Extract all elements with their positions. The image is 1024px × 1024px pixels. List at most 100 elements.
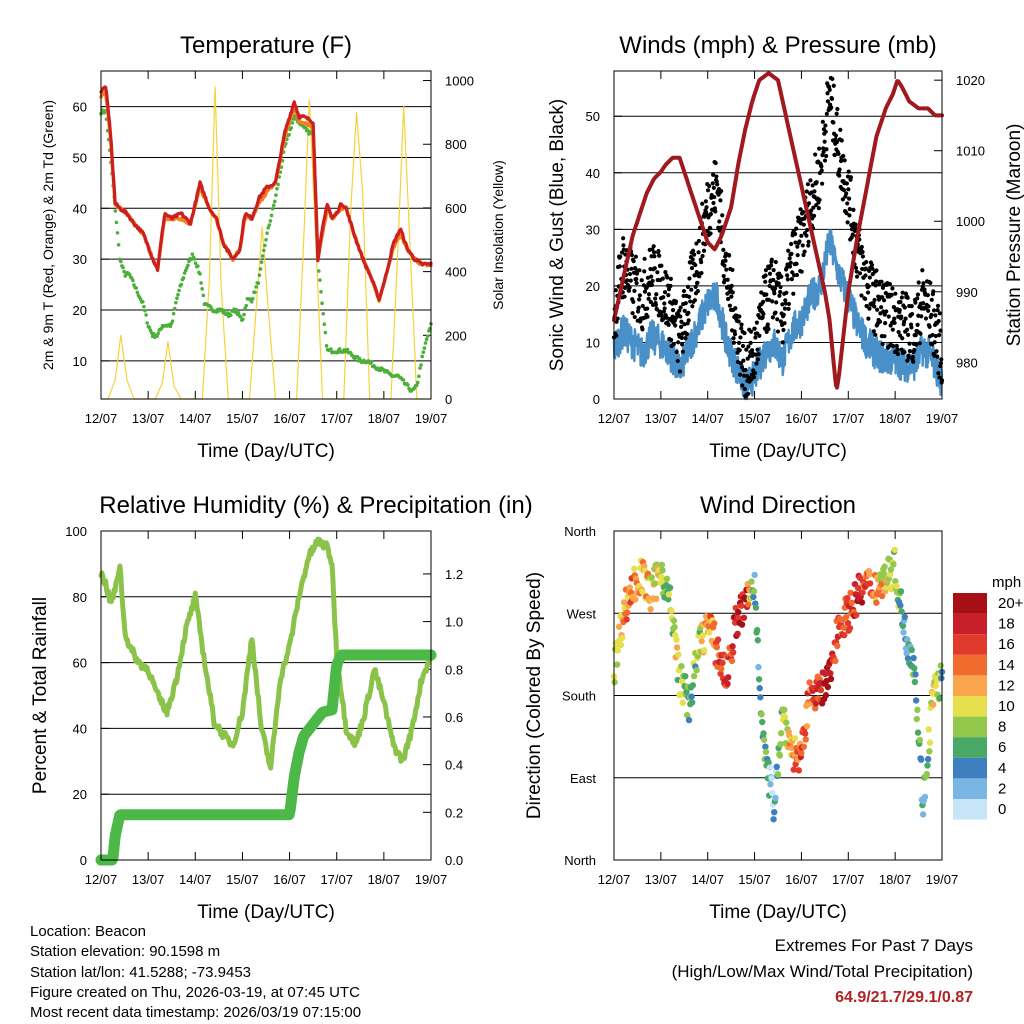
direction-point — [841, 631, 848, 639]
gust-point — [918, 331, 923, 336]
gust-point — [881, 298, 887, 303]
dewpoint-point — [321, 311, 326, 316]
gust-point — [935, 354, 940, 359]
y-tick-label: East — [570, 771, 596, 786]
direction-point — [774, 771, 782, 778]
gust-point — [640, 327, 645, 332]
y2-tick-label: 1020 — [956, 73, 985, 88]
gust-point — [685, 284, 691, 289]
direction-point — [719, 659, 726, 667]
direction-point — [665, 596, 672, 603]
dewpoint-point — [291, 117, 296, 121]
direction-point — [923, 770, 931, 778]
direction-point — [916, 736, 924, 744]
gust-point — [718, 198, 723, 203]
gust-point — [652, 266, 657, 271]
direction-point — [770, 816, 777, 823]
x-tick-label: 15/07 — [226, 411, 259, 426]
gust-point — [785, 273, 790, 278]
gust-point — [631, 299, 636, 305]
dewpoint-point — [135, 290, 140, 295]
dewpoint-point — [156, 331, 160, 336]
gust-point — [757, 333, 762, 338]
dewpoint-point — [198, 272, 202, 276]
gust-point — [682, 308, 687, 313]
gust-point — [770, 299, 775, 304]
direction-point — [846, 624, 854, 632]
direction-point — [673, 644, 681, 651]
y2-tick-label: 0.0 — [445, 853, 463, 868]
gust-point — [733, 306, 738, 311]
gust-point — [625, 278, 630, 283]
dewpoint-point — [170, 319, 175, 323]
dewpoint-point — [269, 213, 274, 218]
gust-point — [906, 332, 911, 337]
dewpoint-point — [369, 360, 374, 364]
dewpoint-point — [422, 346, 427, 350]
colorbar-swatch — [953, 778, 987, 799]
gust-point — [679, 335, 684, 341]
direction-point — [666, 584, 674, 591]
direction-point — [689, 682, 697, 689]
y-axis-label: Sonic Wind & Gust (Blue, Black) — [547, 99, 568, 371]
direction-point — [617, 641, 625, 649]
dewpoint-point — [121, 265, 125, 270]
gust-point — [824, 111, 829, 116]
direction-point — [714, 636, 722, 643]
direction-point — [914, 729, 922, 736]
gust-point — [681, 288, 687, 294]
dewpoint-point — [274, 193, 278, 197]
gust-point — [669, 337, 674, 343]
gust-point — [781, 312, 786, 317]
gust-point — [689, 287, 694, 292]
gust-point — [819, 164, 824, 169]
gust-point — [781, 327, 786, 333]
gust-point — [926, 308, 931, 313]
colorbar-label: 0 — [998, 801, 1006, 818]
gust-point — [915, 292, 921, 297]
gust-point — [898, 299, 903, 305]
gust-point — [632, 314, 637, 320]
extremes-values: 64.9/21.7/29.1/0.87 — [835, 989, 973, 1006]
gust-point — [933, 313, 938, 318]
colorbar-swatch — [953, 675, 987, 696]
x-tick-label: 12/07 — [598, 411, 631, 426]
gust-point — [891, 305, 896, 310]
gust-point — [772, 286, 778, 291]
gust-point — [887, 281, 892, 287]
y-axis-label: Percent & Total Rainfall — [30, 597, 51, 794]
gust-point — [673, 299, 679, 304]
direction-point — [689, 699, 696, 706]
gust-point — [763, 268, 769, 273]
gust-point — [771, 267, 776, 273]
gust-point — [814, 180, 819, 185]
gust-point — [860, 254, 866, 259]
dewpoint-point — [271, 203, 276, 208]
gust-point — [626, 288, 632, 293]
gust-point — [903, 316, 908, 321]
direction-point — [901, 613, 908, 621]
gust-point — [729, 283, 734, 288]
gust-point — [754, 361, 759, 366]
gust-point — [648, 299, 653, 305]
gust-point — [680, 349, 685, 354]
gust-point — [678, 324, 684, 330]
colorbar-swatch — [953, 757, 987, 779]
dewpoint-point — [186, 263, 190, 268]
gust-point — [917, 341, 922, 346]
dewpoint-point — [174, 300, 178, 305]
direction-point — [937, 662, 944, 669]
gust-point — [622, 294, 627, 299]
direction-point — [890, 561, 897, 568]
dewpoint-point — [229, 313, 233, 318]
direction-point — [711, 620, 718, 627]
direction-point — [914, 706, 921, 714]
gust-point — [737, 372, 743, 377]
direction-point — [822, 692, 830, 699]
direction-point — [759, 718, 766, 726]
y2-tick-label: 0.4 — [445, 758, 463, 773]
gust-point — [715, 182, 720, 187]
dewpoint-point — [134, 286, 138, 290]
x-tick-label: 17/07 — [320, 872, 353, 887]
colorbar-label: 16 — [998, 636, 1015, 653]
